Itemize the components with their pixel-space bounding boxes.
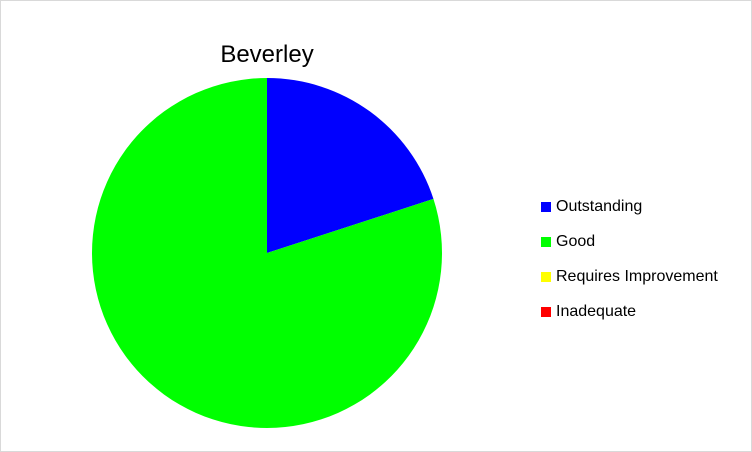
legend-item-outstanding: Outstanding xyxy=(541,189,718,224)
pie-slice-outstanding xyxy=(267,78,434,253)
legend-item-inadequate: Inadequate xyxy=(541,294,718,329)
legend-swatch-good xyxy=(541,236,551,247)
legend: Outstanding Good Requires Improvement Inade… xyxy=(541,189,718,329)
legend-label-requires-improvement: Requires Improvement xyxy=(556,267,718,285)
pie-slices xyxy=(91,78,442,428)
legend-label-inadequate: Inadequate xyxy=(556,302,637,320)
pie-slice-good xyxy=(91,78,442,428)
legend-item-good: Good xyxy=(541,224,718,259)
legend-label-good: Good xyxy=(556,232,596,250)
legend-swatch-inadequate xyxy=(541,306,551,317)
legend-item-requires-improvement: Requires Improvement xyxy=(541,259,718,294)
legend-swatch-requires-improvement xyxy=(541,271,551,282)
legend-swatch-outstanding xyxy=(541,201,551,212)
legend-label-outstanding: Outstanding xyxy=(556,197,643,215)
chart-title: Beverley xyxy=(220,41,314,68)
